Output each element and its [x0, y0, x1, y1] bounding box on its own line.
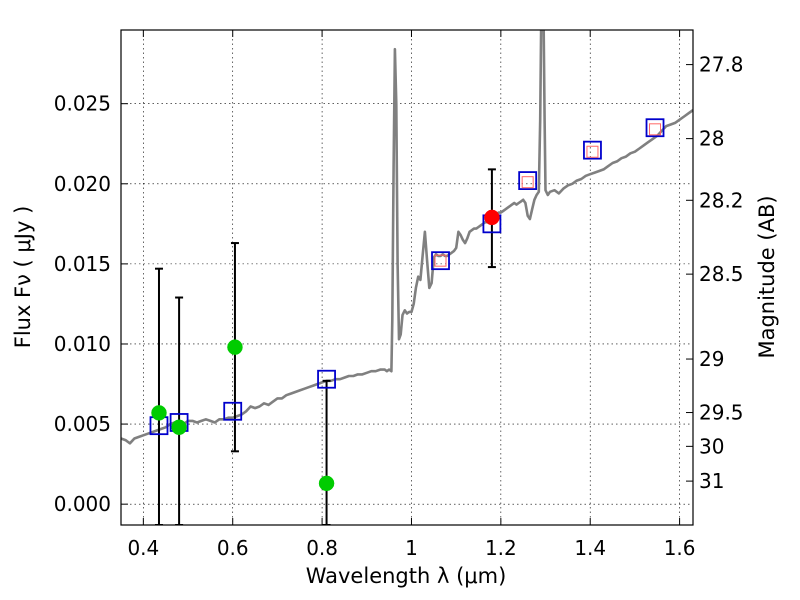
y-axis-label: Flux Fν ( μJy )	[11, 206, 35, 349]
y2-tick-label: 30	[699, 434, 724, 458]
y2-tick-label: 29	[699, 347, 724, 371]
x-tick-label: 1.6	[664, 536, 696, 560]
x-axis-label: Wavelength λ (μm)	[306, 564, 507, 588]
tick-layer: 0.4 0.6 0.8 1 1.2 1.4 1.6 0.000 0.005 0.010 0.015 0…	[54, 30, 744, 560]
observed-photometry-point	[151, 405, 167, 421]
y-tick-label: 0.020	[54, 172, 111, 196]
x-tick-label: 1.4	[574, 536, 606, 560]
x-tick-label: 1.2	[485, 536, 517, 560]
model-photometry-square	[518, 171, 538, 190]
grid-layer	[121, 30, 693, 525]
y2-tick-label: 31	[699, 469, 724, 493]
observed-photometry-point	[318, 475, 335, 492]
y2-axis-label: Magnitude (AB)	[755, 195, 779, 358]
y-tick-label: 0.015	[54, 252, 111, 276]
y-tick-label: 0.010	[54, 332, 111, 356]
y-tick-label: 0.000	[54, 492, 111, 516]
y2-tick-label: 29.5	[699, 401, 744, 425]
y2-tick-label: 28.2	[699, 188, 744, 212]
spectrum-line	[121, 30, 693, 445]
observed-photometry-point-red	[484, 209, 500, 226]
y-tick-label: 0.005	[54, 412, 111, 436]
x-tick-label: 1	[405, 536, 418, 560]
y2-tick-label: 28.5	[699, 262, 744, 286]
model-photometry-square	[223, 401, 243, 421]
upper-limit-square	[649, 123, 662, 136]
observed-photometry-point	[171, 419, 187, 436]
spectrum-layer	[121, 30, 693, 445]
model-photometry-square	[583, 140, 602, 160]
plot-frame	[120, 29, 694, 526]
x-tick-label: 0.4	[127, 536, 159, 560]
model-photometry-square	[317, 369, 336, 389]
upper-limit-square	[586, 145, 599, 158]
marker-layer	[149, 118, 665, 525]
y2-tick-label: 27.8	[699, 53, 744, 77]
x-tick-label: 0.6	[217, 536, 249, 560]
y2-tick-label: 28	[699, 127, 724, 151]
upper-limit-square	[434, 254, 447, 267]
model-photometry-square	[431, 251, 450, 271]
observed-photometry-point	[227, 339, 243, 355]
y-tick-label: 0.025	[54, 92, 111, 116]
x-tick-label: 0.8	[306, 536, 338, 560]
upper-limit-square	[521, 176, 534, 189]
model-photometry-square	[645, 118, 665, 138]
